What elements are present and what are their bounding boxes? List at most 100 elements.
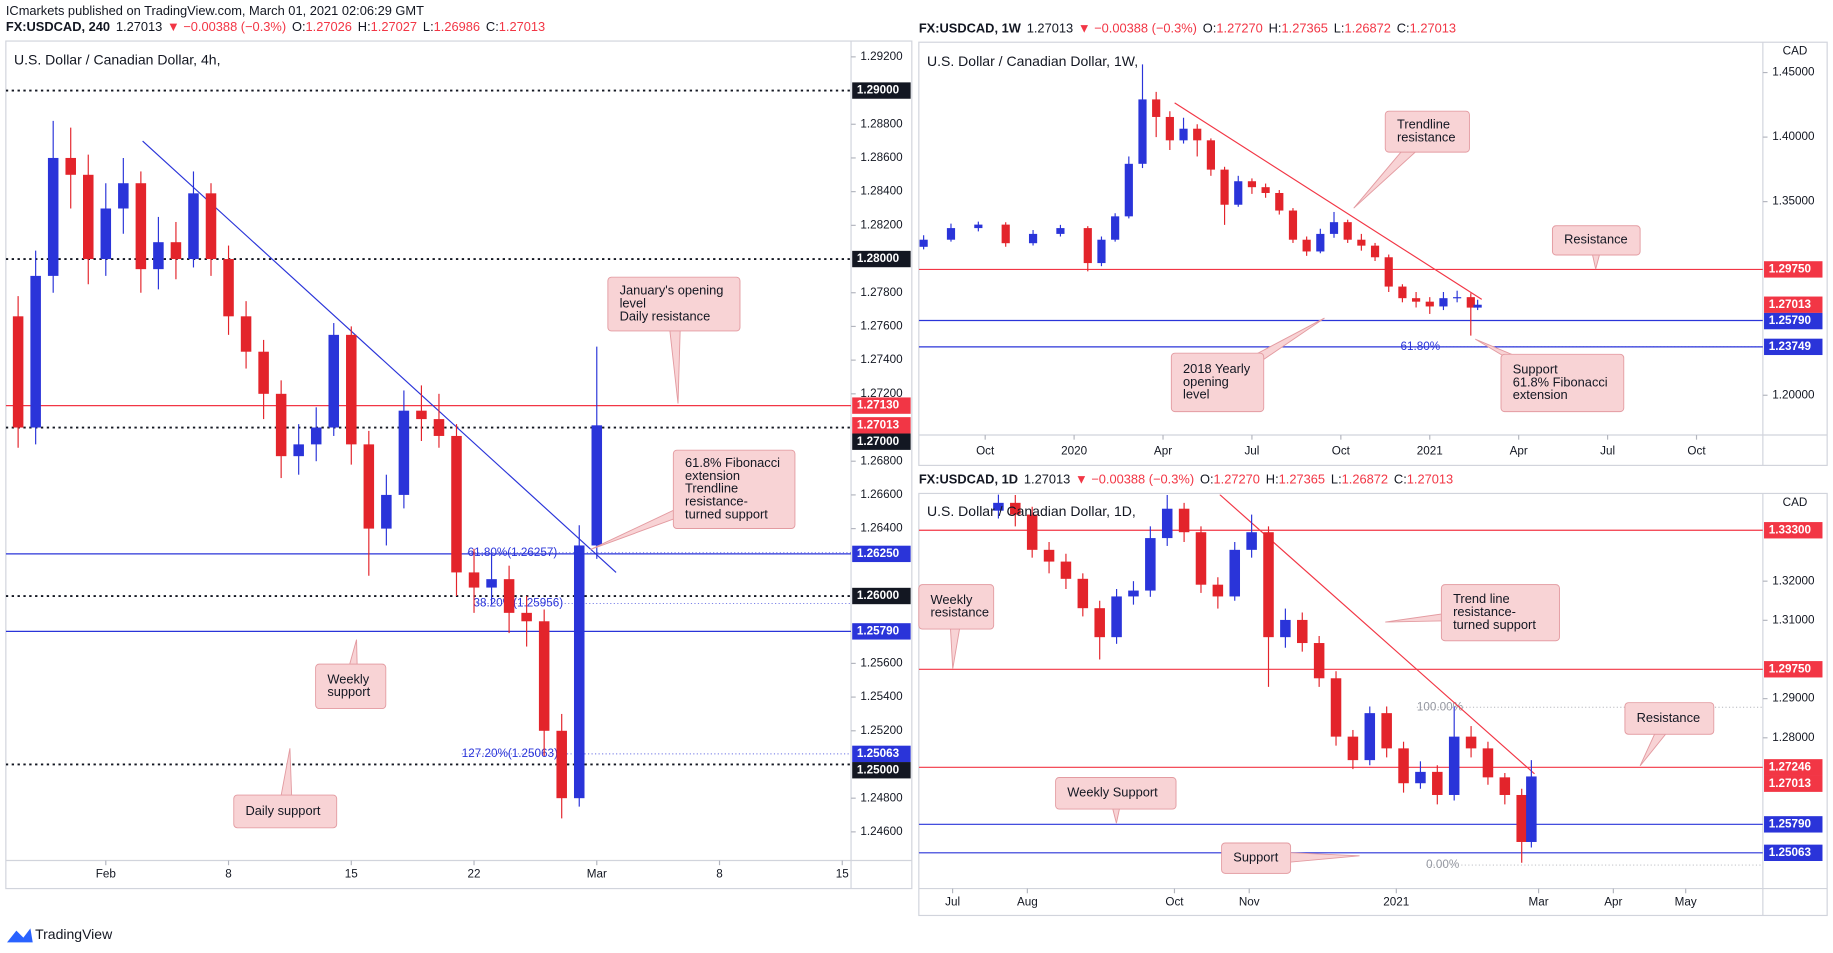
y-tick-label: 1.45000 [1772,66,1815,79]
x-tick-label: Jul [1244,444,1259,457]
header-ohlc-key: C: [486,20,499,35]
callout: 61.8% FibonacciextensionTrendlineresista… [590,449,796,551]
candle-body [1329,222,1339,234]
candle-body [1313,643,1325,679]
callout-text: resistance- [685,494,748,509]
callout-text: resistance [931,605,990,620]
candle-body [1516,794,1527,842]
price-label: 1.25790 [1769,817,1812,830]
x-tick-label: 8 [225,868,232,881]
y-tick-label: 1.27600 [860,320,903,333]
chart-header: FX:USDCAD, 240 1.27013 ▼ −0.00388 (−0.3%) O… [6,20,545,35]
candle-body [1206,140,1215,170]
header-ohlc-value: 1.27365 [1281,21,1327,36]
price-label-bg [852,397,911,414]
plot-area: 61.80% [918,64,1763,353]
candle-body [486,579,497,588]
price-label: 1.27130 [857,399,900,412]
price-label: 1.29000 [857,84,900,97]
header-ohlc-value: 1.27013 [499,20,545,35]
callout-text: turned support [685,506,768,521]
callout: Support [1221,842,1360,874]
y-tick-label: 1.28600 [860,151,903,164]
candle-body [1465,736,1477,749]
candle-body [1275,192,1284,211]
currency-label: CAD [1783,496,1808,509]
header-ohlc-value: 1.27027 [371,20,417,35]
candle-body [468,572,480,588]
price-label-bg [852,82,911,99]
x-tick-label: Oct [1165,896,1184,909]
header-symbol: FX:USDCAD, 240 [6,20,110,35]
candle-body [1001,224,1010,244]
x-tick-label: Jul [1600,444,1615,457]
candle-body [1330,678,1342,737]
price-label-bg [852,745,911,763]
candle-body [1246,532,1257,550]
y-tick-label: 1.26800 [860,454,903,467]
header-ohlc-value: 1.26872 [1344,21,1390,36]
header-ohlc-key: H: [1266,472,1279,487]
price-label: 1.27246 [1769,760,1812,773]
callout-text: Trendline [1397,117,1450,132]
candle-body [1128,590,1139,597]
price-label: 1.25063 [1769,846,1812,859]
y-tick-label: 1.29000 [1772,692,1815,705]
callout: Resistance [1551,225,1641,270]
candle-body [30,275,41,428]
fib-label: 0.00% [1426,858,1459,871]
candle-body [346,334,357,445]
candle-body [1152,99,1161,117]
candle-body [503,579,515,613]
x-tick-label: Nov [1239,896,1260,909]
candle-body [573,545,585,799]
candle-body [1261,187,1270,193]
header-last: 1.27013 [1024,472,1070,487]
x-tick-label: Oct [1332,444,1351,457]
x-tick-label: Jul [945,896,960,909]
candle-body [310,427,322,445]
candle-body [1229,549,1241,597]
candle-body [1077,578,1089,609]
price-label-bg [1764,312,1823,330]
candle-body [1111,216,1120,240]
price-label: 1.26000 [857,589,900,602]
candle-body [135,183,147,270]
callout-text: Support [1513,362,1558,377]
x-tick-label: 8 [716,868,723,881]
candle-body [1195,532,1207,585]
price-label-bg [1764,522,1823,539]
candle-body [1234,181,1243,205]
callout-text: January's opening [620,283,724,298]
price-label: 1.25063 [857,747,900,760]
candle-body [1220,169,1229,205]
candle-body [538,621,550,731]
y-tick-label: 1.27400 [860,353,903,366]
callout-text: resistance- [1453,604,1516,619]
header-ohlc-key: O: [1203,21,1217,36]
chart-title: U.S. Dollar / Canadian Dollar, 4h, [14,52,220,68]
candle-body [363,444,375,529]
callout-cover [608,277,740,331]
fib-label: 38.20%(1.25956) [473,597,563,610]
candle-body [1526,776,1537,842]
header-ohlc-value: 1.27026 [306,20,352,35]
candle-body [521,612,532,622]
price-label: 1.27013 [1769,298,1812,311]
header-symbol: FX:USDCAD, 1W [919,21,1022,36]
callout-text: Resistance [1637,710,1701,725]
y-tick-label: 1.24800 [860,791,903,804]
price-label-bg [852,762,911,779]
candle-body [1357,239,1366,246]
candle-body [1343,222,1352,240]
y-tick-label: 1.27800 [860,286,903,299]
header-ohlc-key: C: [1394,472,1407,487]
y-tick-label: 1.28800 [860,117,903,130]
header-change: ▼ −0.00388 (−0.3%) [1075,472,1194,487]
price-label-bg [1764,338,1823,356]
y-tick-label: 1.28200 [860,218,903,231]
header-ohlc-value: 1.26872 [1342,472,1388,487]
